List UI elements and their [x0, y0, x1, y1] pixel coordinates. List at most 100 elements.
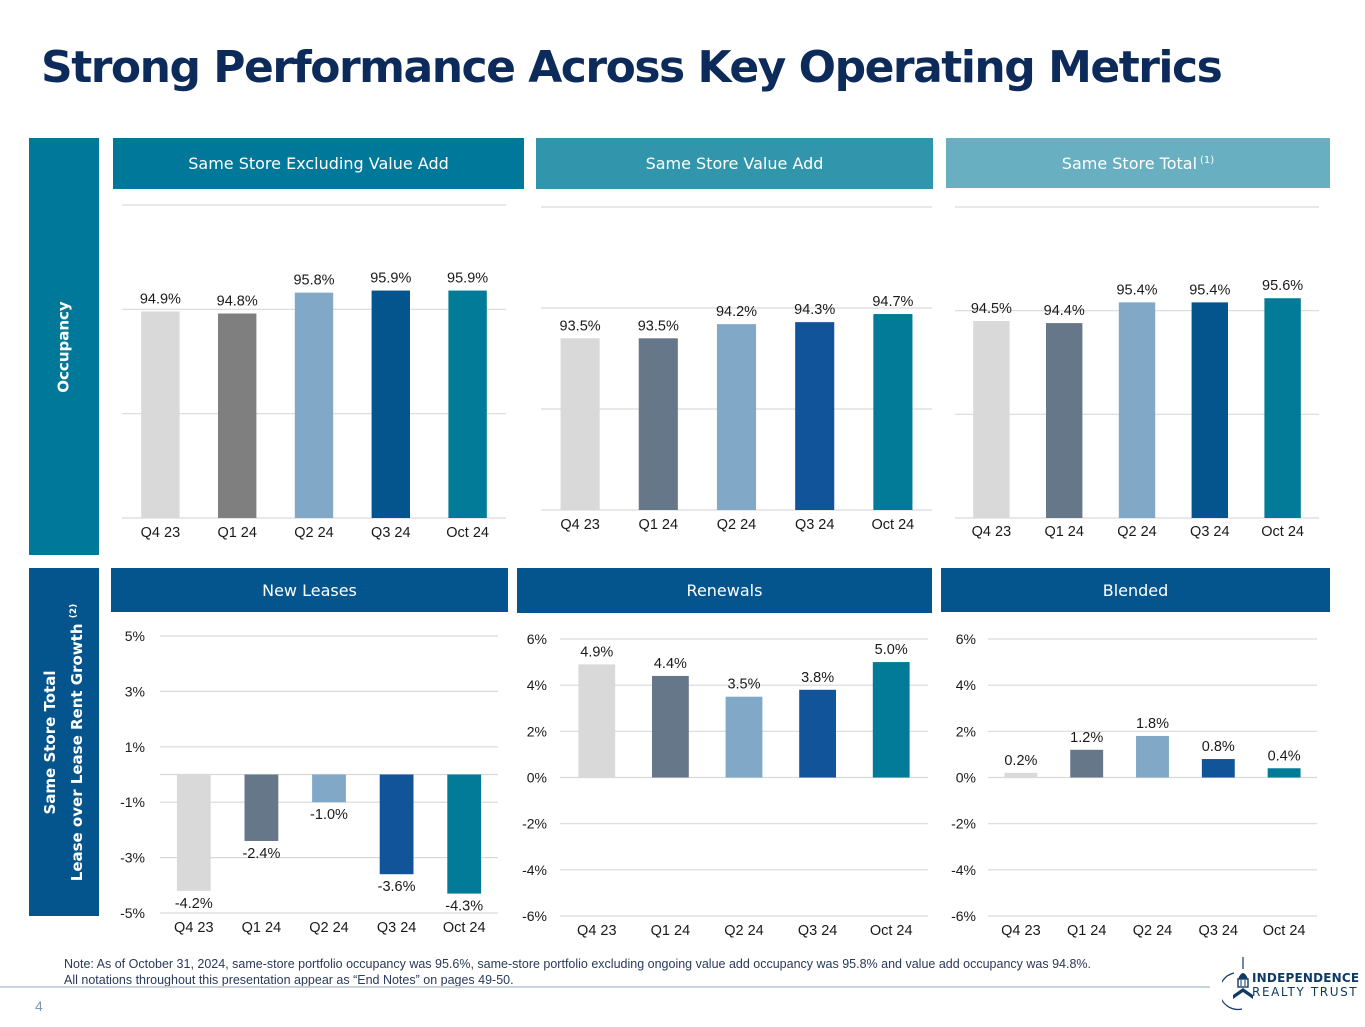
footnote-line-2: All notations throughout this presentati… [64, 973, 514, 987]
data-label: 95.9% [447, 271, 488, 287]
row-label-rent-growth: Same Store Total Lease over Lease Rent G… [29, 568, 99, 916]
panel-header: New Leases [111, 568, 508, 612]
y-tick-label: 6% [527, 631, 547, 647]
bar [176, 774, 211, 891]
data-label: 5.0% [875, 642, 908, 658]
bar [799, 689, 836, 778]
x-tick-label: Oct 24 [870, 923, 913, 939]
panel-header: Same Store Value Add [536, 138, 933, 189]
y-tick-label: 5% [125, 628, 145, 644]
bar [725, 696, 763, 778]
bar [294, 292, 334, 518]
bar [578, 664, 616, 778]
x-tick-label: Oct 24 [446, 525, 489, 541]
data-label: 94.3% [794, 302, 835, 318]
x-tick-label: Q3 24 [798, 923, 838, 939]
bar [795, 322, 835, 510]
x-tick-label: Q4 23 [972, 524, 1012, 540]
company-logo: INDEPENDENCE REALTY TRUST [1222, 955, 1362, 1011]
data-label: 0.2% [1004, 753, 1037, 769]
data-label: 93.5% [560, 318, 601, 334]
panel-header: Blended [941, 568, 1330, 612]
bar [1267, 768, 1301, 778]
building-dome-icon [1222, 957, 1253, 1011]
panel-title: Same Store Value Add [645, 154, 824, 173]
x-tick-label: Oct 24 [1263, 923, 1306, 939]
data-label: 4.9% [580, 644, 613, 660]
data-label: 94.4% [1044, 303, 1085, 319]
bar [1264, 298, 1301, 518]
x-tick-label: Oct 24 [1261, 524, 1304, 540]
y-tick-label: -4% [951, 862, 976, 878]
page-title: Strong Performance Across Key Operating … [41, 42, 1223, 93]
page-number: 4 [35, 998, 43, 1014]
x-tick-label: Q1 24 [242, 920, 282, 936]
y-tick-label: -5% [120, 905, 145, 921]
bar [244, 774, 279, 841]
data-label: 3.5% [727, 677, 760, 693]
data-label: -1.0% [310, 807, 348, 823]
panel-header: Same Store Total (1) [946, 138, 1330, 188]
logo-line-1: INDEPENDENCE [1252, 971, 1360, 985]
bar [1070, 749, 1104, 778]
x-tick-label: Q2 24 [717, 517, 757, 533]
data-label: 94.5% [971, 301, 1012, 317]
x-tick-label: Q1 24 [651, 923, 691, 939]
bar [1201, 759, 1235, 778]
panel-title: Renewals [686, 581, 763, 600]
bar [312, 774, 346, 803]
data-label: 95.4% [1116, 282, 1157, 298]
x-tick-label: Q4 23 [174, 920, 214, 936]
y-tick-label: 2% [956, 723, 976, 739]
bar [1046, 323, 1083, 518]
y-tick-label: 2% [527, 723, 547, 739]
data-label: 0.8% [1202, 739, 1235, 755]
panel-header: Same Store Excluding Value Add [113, 138, 524, 189]
bar [716, 324, 757, 510]
bar [379, 774, 414, 875]
row-label-occupancy: Occupancy [29, 138, 99, 555]
y-tick-label: -2% [951, 816, 976, 832]
x-tick-label: Q4 23 [1001, 923, 1041, 939]
footnote-text: Note: As of October 31, 2024, same-store… [64, 956, 1091, 988]
data-label: 95.9% [370, 271, 411, 287]
bar [447, 774, 482, 894]
x-tick-label: Q1 24 [217, 525, 257, 541]
x-tick-label: Q1 24 [1044, 524, 1084, 540]
y-tick-label: 3% [125, 683, 145, 699]
data-label: 94.2% [716, 304, 757, 320]
y-tick-label: 4% [527, 677, 547, 693]
bar [973, 321, 1010, 518]
y-tick-label: 4% [956, 677, 976, 693]
x-tick-label: Q1 24 [1067, 923, 1107, 939]
x-tick-label: Q4 23 [577, 923, 617, 939]
y-tick-label: -3% [120, 850, 145, 866]
panel-title-footnote: (1) [1200, 154, 1215, 166]
bar [1136, 735, 1169, 778]
data-label: 1.8% [1136, 716, 1169, 732]
x-tick-label: Q2 24 [294, 525, 334, 541]
bar [371, 290, 410, 518]
data-label: -4.2% [175, 896, 213, 912]
data-label: 94.7% [872, 294, 913, 310]
bar [872, 662, 910, 778]
data-label: 0.4% [1268, 748, 1301, 764]
panel-title: Blended [1102, 580, 1169, 600]
data-label: -4.3% [445, 899, 483, 915]
data-label: 3.8% [801, 670, 834, 686]
x-tick-label: Q4 23 [560, 517, 600, 533]
x-tick-label: Q2 24 [309, 920, 349, 936]
bar [560, 338, 600, 510]
data-label: 95.6% [1262, 278, 1303, 294]
x-tick-label: Oct 24 [872, 517, 915, 533]
data-label: 94.9% [140, 291, 181, 307]
bar [218, 313, 257, 518]
bar [1191, 302, 1228, 518]
data-label: 1.2% [1070, 730, 1103, 746]
data-label: -2.4% [242, 846, 280, 862]
y-tick-label: -4% [522, 862, 547, 878]
y-tick-label: -6% [522, 908, 547, 924]
